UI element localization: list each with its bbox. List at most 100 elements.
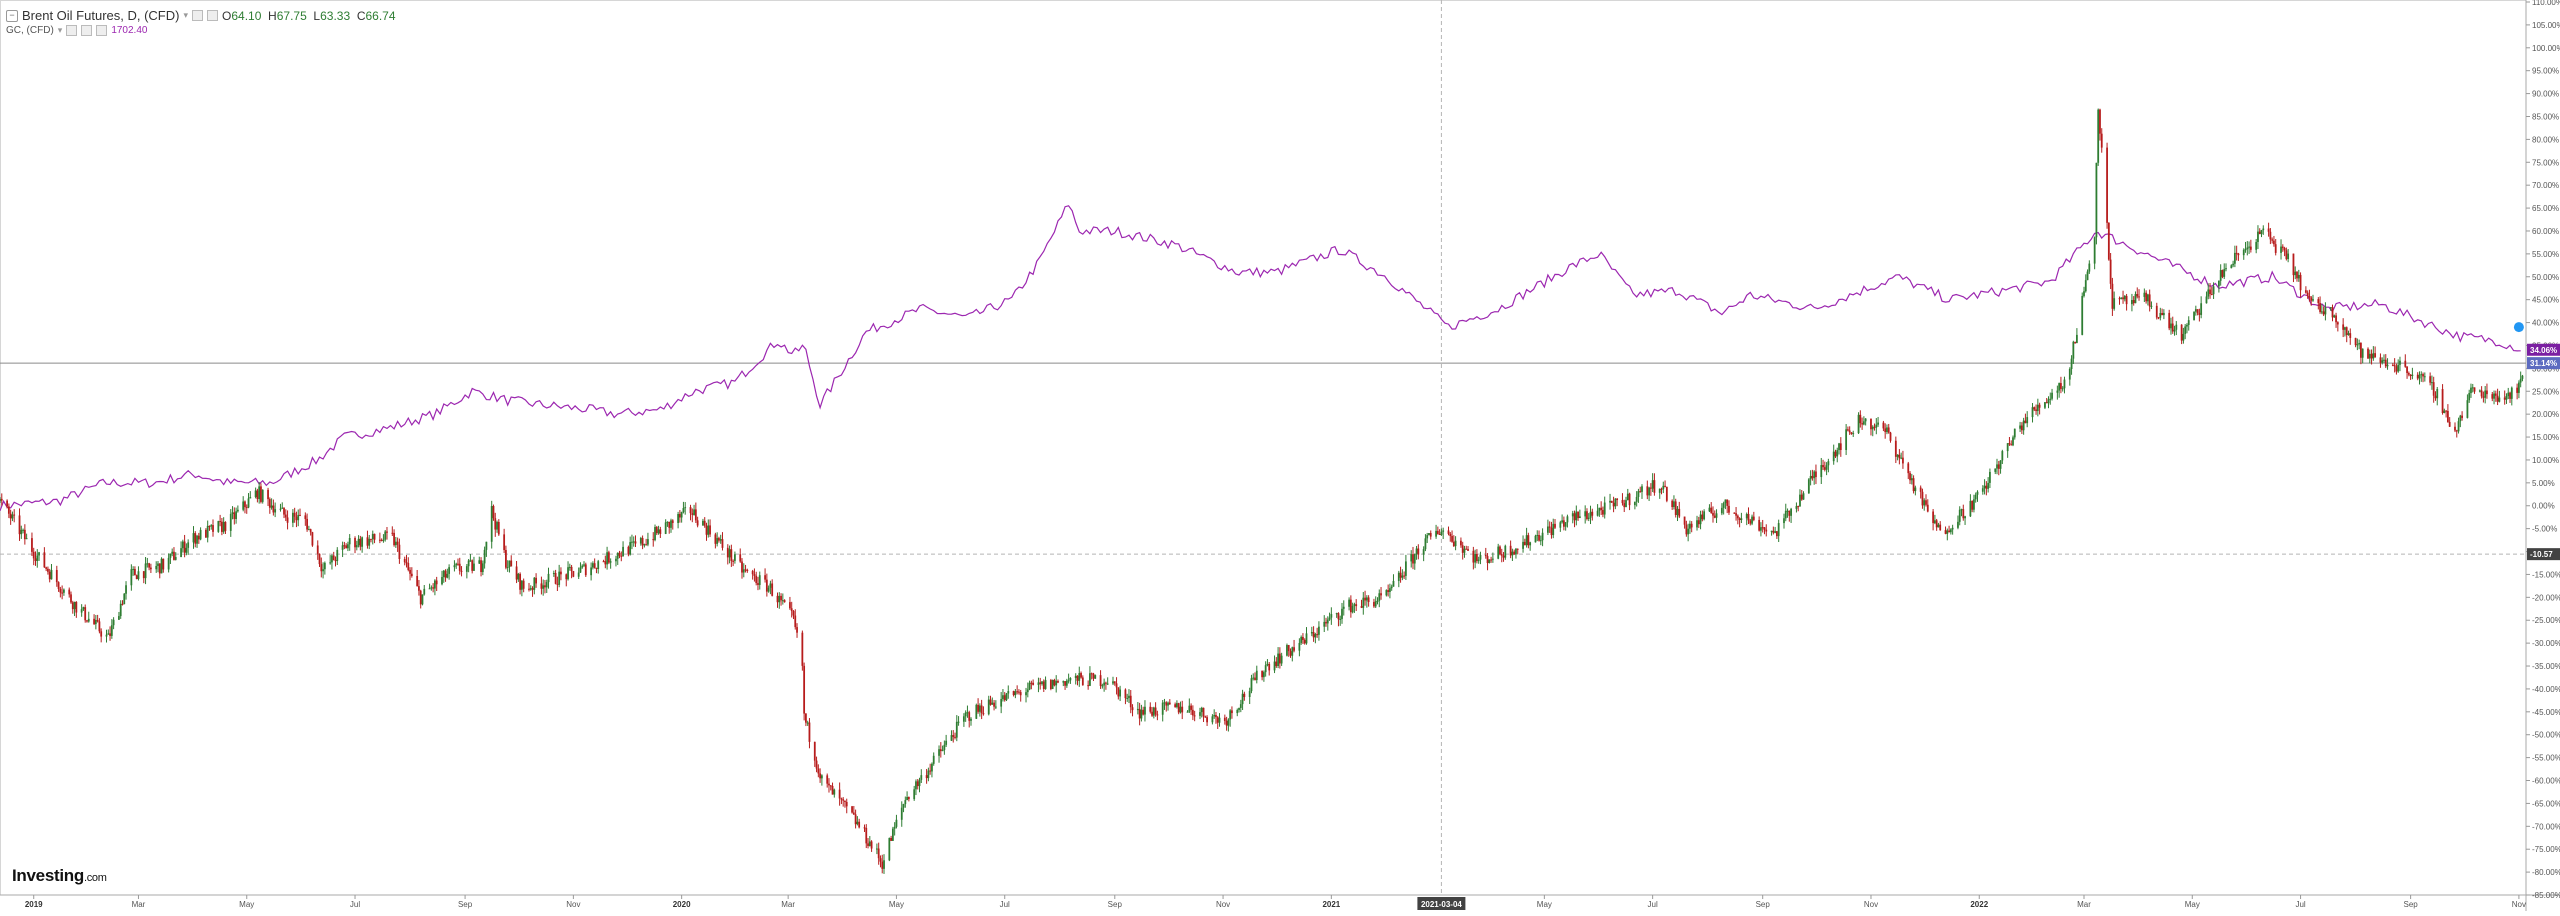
candle-body: [693, 509, 695, 515]
candle-body: [57, 582, 60, 589]
candle-body: [2361, 348, 2364, 358]
main-series-title[interactable]: Brent Oil Futures, D, (CFD): [22, 8, 180, 23]
overlay-series-title[interactable]: GC, (CFD): [6, 25, 54, 36]
candle-body: [2237, 253, 2240, 256]
candle-body: [432, 587, 435, 589]
candle-body: [458, 563, 461, 571]
candle-body: [916, 781, 919, 787]
candle-body: [2008, 443, 2011, 445]
candle-body: [1602, 510, 1604, 515]
candle-body: [2418, 374, 2421, 379]
candle-body: [1191, 709, 1194, 716]
candle-body: [1161, 702, 1164, 715]
candle-body: [419, 590, 422, 605]
candle-body: [256, 490, 259, 500]
candle-body: [1094, 675, 1097, 679]
candle-body: [1261, 670, 1264, 678]
crosshair-date-badge: 2021-03-04: [1421, 900, 1462, 909]
candle-body: [2109, 259, 2112, 284]
candle-body: [1266, 663, 1269, 666]
remove-series-icon[interactable]: [96, 25, 108, 36]
candle-body: [1174, 704, 1177, 707]
candle-body: [1179, 706, 1182, 713]
candle-body: [146, 563, 149, 565]
candle-body: [1140, 709, 1143, 719]
candle-body: [1596, 510, 1599, 516]
candle-body: [980, 705, 983, 714]
candle-body: [68, 589, 71, 595]
settings-toggle-icon[interactable]: [81, 25, 93, 36]
y-tick-label: 75.00%: [2532, 158, 2559, 167]
candle-body: [2324, 307, 2327, 315]
candle-body: [1600, 507, 1603, 511]
candle-body: [1275, 661, 1278, 666]
candle-body: [1236, 709, 1239, 714]
chevron-down-icon[interactable]: ▾: [57, 25, 63, 35]
candle-body: [2310, 297, 2313, 301]
candle-body: [2505, 396, 2508, 400]
candle-body: [2391, 364, 2394, 366]
candle-body: [1610, 500, 1613, 503]
candle-body: [794, 615, 797, 628]
y-tick-label: 20.00%: [2532, 410, 2559, 419]
candle-body: [2312, 299, 2314, 301]
candle-body: [954, 736, 956, 738]
y-tick-label: -5.00%: [2532, 525, 2557, 534]
visibility-toggle-icon[interactable]: [66, 25, 78, 36]
y-tick-label: 60.00%: [2532, 227, 2559, 236]
y-tick-label: 0.00%: [2532, 502, 2555, 511]
candle-body: [2045, 402, 2048, 404]
candle-body: [2024, 420, 2027, 424]
candle-body: [978, 705, 981, 712]
candle-body: [895, 819, 898, 827]
x-tick-label: Sep: [458, 900, 473, 909]
candle-body: [1215, 714, 1217, 718]
candle-body: [552, 573, 555, 575]
candle-body: [1186, 711, 1189, 713]
main-series-legend: − Brent Oil Futures, D, (CFD) ▾ O64.10 H…: [6, 8, 396, 23]
candle-body: [753, 574, 756, 576]
collapse-legend-icon[interactable]: −: [6, 9, 18, 22]
candle-body: [125, 585, 127, 594]
candle-body: [1326, 619, 1329, 624]
candle-body: [1032, 682, 1035, 685]
candle-body: [1136, 708, 1139, 711]
candle-body: [2519, 378, 2522, 383]
candle-body: [1635, 496, 1638, 502]
settings-toggle-icon[interactable]: [207, 10, 218, 21]
candle-body: [2019, 425, 2021, 429]
candle-body: [478, 560, 481, 564]
candle-body: [2081, 295, 2084, 335]
chevron-down-icon[interactable]: ▾: [183, 10, 188, 20]
candle-body: [1044, 680, 1047, 689]
candle-body: [1057, 681, 1059, 683]
candle-body: [1124, 689, 1127, 699]
candle-body: [2372, 353, 2375, 359]
candle-body: [865, 827, 868, 844]
candle-body: [2507, 392, 2510, 397]
candle-body: [994, 706, 997, 708]
candle-body: [1760, 527, 1762, 531]
candle-body: [815, 760, 818, 769]
candle-body: [597, 561, 600, 570]
visibility-toggle-icon[interactable]: [192, 10, 203, 21]
candle-body: [2230, 265, 2233, 269]
candle-body: [2148, 294, 2151, 307]
candle-body: [359, 538, 362, 547]
crosshair-price-badge: -10.57: [2530, 550, 2553, 559]
candle-body: [331, 555, 333, 563]
candle-body: [1578, 516, 1581, 519]
candle-body: [0, 498, 3, 501]
candle-body: [1415, 548, 1418, 554]
candle-body: [1003, 695, 1006, 701]
candle-body: [668, 521, 671, 528]
high-label: H: [268, 8, 277, 23]
candle-body: [1486, 556, 1489, 564]
candle-body: [55, 570, 58, 583]
candle-body: [2461, 415, 2463, 418]
candle-body: [1673, 501, 1675, 508]
candle-body: [1014, 691, 1017, 696]
candle-body: [2381, 360, 2384, 363]
